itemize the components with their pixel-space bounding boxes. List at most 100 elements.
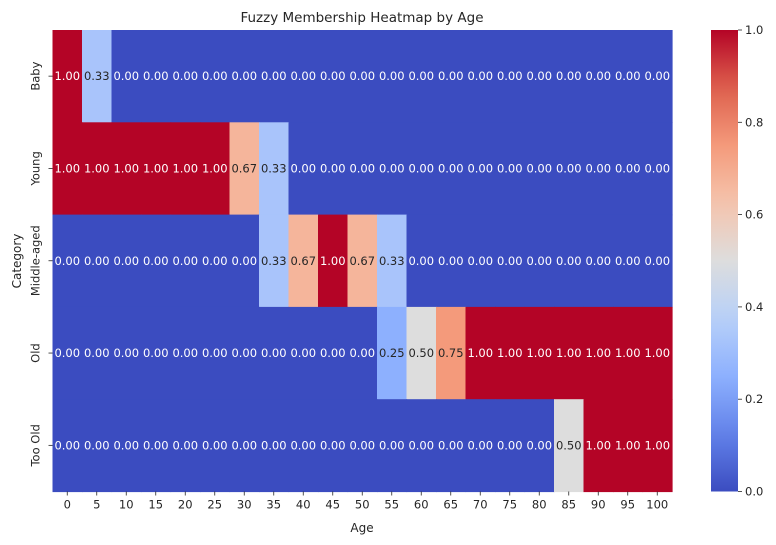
heatmap-cell [642,122,673,216]
heatmap-cell [82,399,113,493]
heatmap-cell [524,30,555,123]
cell-value-label: 0.33 [84,69,110,83]
y-tick-label: Baby [29,61,43,90]
y-axis: Baby Young Middle-aged Old Too Old [29,61,53,468]
cell-value-label: 0.00 [84,346,110,360]
cell-value-label: 0.00 [556,161,582,175]
heatmap-cell [642,399,673,493]
heatmap-cell [170,30,201,123]
heatmap-cell [436,122,467,216]
cell-value-label: 1.00 [585,438,611,452]
cell-value-label: 0.00 [54,438,80,452]
heatmap-cell [642,30,673,123]
heatmap-cell [524,306,555,400]
heatmap-cell [111,214,142,308]
heatmap-cell [200,30,231,123]
heatmap-cell [52,214,83,308]
chart-title: Fuzzy Membership Heatmap by Age [240,10,483,26]
cell-value-label: 1.00 [467,346,493,360]
heatmap-cell [229,122,260,216]
cell-value-label: 0.00 [438,161,464,175]
heatmap-cell [347,306,378,400]
cell-value-label: 0.00 [556,69,582,83]
cell-value-label: 1.00 [644,438,670,452]
cell-value-label: 0.00 [320,161,346,175]
heatmap-cell [347,30,378,123]
heatmap-cell [613,122,644,216]
cell-value-label: 0.00 [408,254,434,268]
cell-value-label: 0.00 [497,161,523,175]
cell-value-label: 0.00 [615,161,641,175]
cell-value-label: 0.00 [526,69,552,83]
cell-value-label: 0.00 [349,161,375,175]
heatmap-cell [200,122,231,216]
cell-value-label: 0.00 [408,161,434,175]
heatmap-cell [170,399,201,493]
cell-value-label: 0.00 [408,438,434,452]
heatmap-cell [347,399,378,493]
cell-value-label: 0.00 [615,254,641,268]
cell-value-label: 0.00 [320,346,346,360]
heatmap-cell [200,214,231,308]
cell-value-label: 0.00 [113,346,139,360]
heatmap-cell [288,122,319,216]
x-tick-label: 55 [384,498,399,512]
heatmap-cell [406,122,437,216]
cell-value-label: 0.00 [585,69,611,83]
x-tick-label: 5 [93,498,100,512]
x-axis-label: Age [350,521,373,535]
cell-value-label: 0.33 [261,254,287,268]
cell-value-label: 0.00 [231,346,257,360]
heatmap-cell [288,214,319,308]
cell-value-label: 0.00 [54,254,80,268]
cell-value-label: 0.25 [379,346,405,360]
cell-value-label: 0.00 [585,254,611,268]
heatmap-cell [52,30,83,123]
heatmap-cell [554,306,585,400]
x-tick-label: 25 [207,498,222,512]
x-tick-label: 70 [473,498,488,512]
heatmap-cell [82,214,113,308]
cell-value-label: 0.00 [290,69,316,83]
heatmap-cell [318,30,349,123]
cell-value-label: 1.00 [497,346,523,360]
heatmap-cell [465,122,496,216]
heatmap-cell [111,306,142,400]
cell-value-label: 0.00 [202,254,228,268]
heatmap-cell [141,214,172,308]
x-tick-label: 90 [591,498,606,512]
heatmap-cell [554,399,585,493]
cell-value-label: 0.00 [467,438,493,452]
cell-value-label: 0.00 [379,69,405,83]
cell-value-label: 0.00 [438,69,464,83]
x-tick-label: 60 [414,498,429,512]
heatmap-cell [200,399,231,493]
colorbar-tick-label: 0.0 [745,485,763,499]
heatmap-cell [111,30,142,123]
cell-value-label: 1.00 [172,161,198,175]
cell-value-label: 0.00 [143,346,169,360]
cell-value-label: 0.00 [585,161,611,175]
cell-value-label: 0.00 [644,254,670,268]
cell-value-label: 1.00 [143,161,169,175]
heatmap-cell [170,122,201,216]
cell-value-label: 0.50 [556,438,582,452]
x-tick-label: 80 [532,498,547,512]
cell-value-label: 0.00 [497,438,523,452]
x-tick-label: 85 [561,498,576,512]
cell-value-label: 0.00 [172,69,198,83]
x-tick-label: 30 [237,498,252,512]
cell-value-label: 0.00 [172,254,198,268]
x-tick-label: 50 [355,498,370,512]
x-tick-label: 95 [620,498,635,512]
heatmap-cell [524,214,555,308]
heatmap-cell [229,306,260,400]
cell-value-label: 0.00 [644,161,670,175]
x-tick-label: 45 [325,498,340,512]
heatmap-cell [465,30,496,123]
heatmap-cell [170,214,201,308]
heatmap-cell [406,399,437,493]
y-tick-label: Old [29,343,43,363]
cell-value-label: 0.00 [349,346,375,360]
x-tick-label: 75 [502,498,517,512]
